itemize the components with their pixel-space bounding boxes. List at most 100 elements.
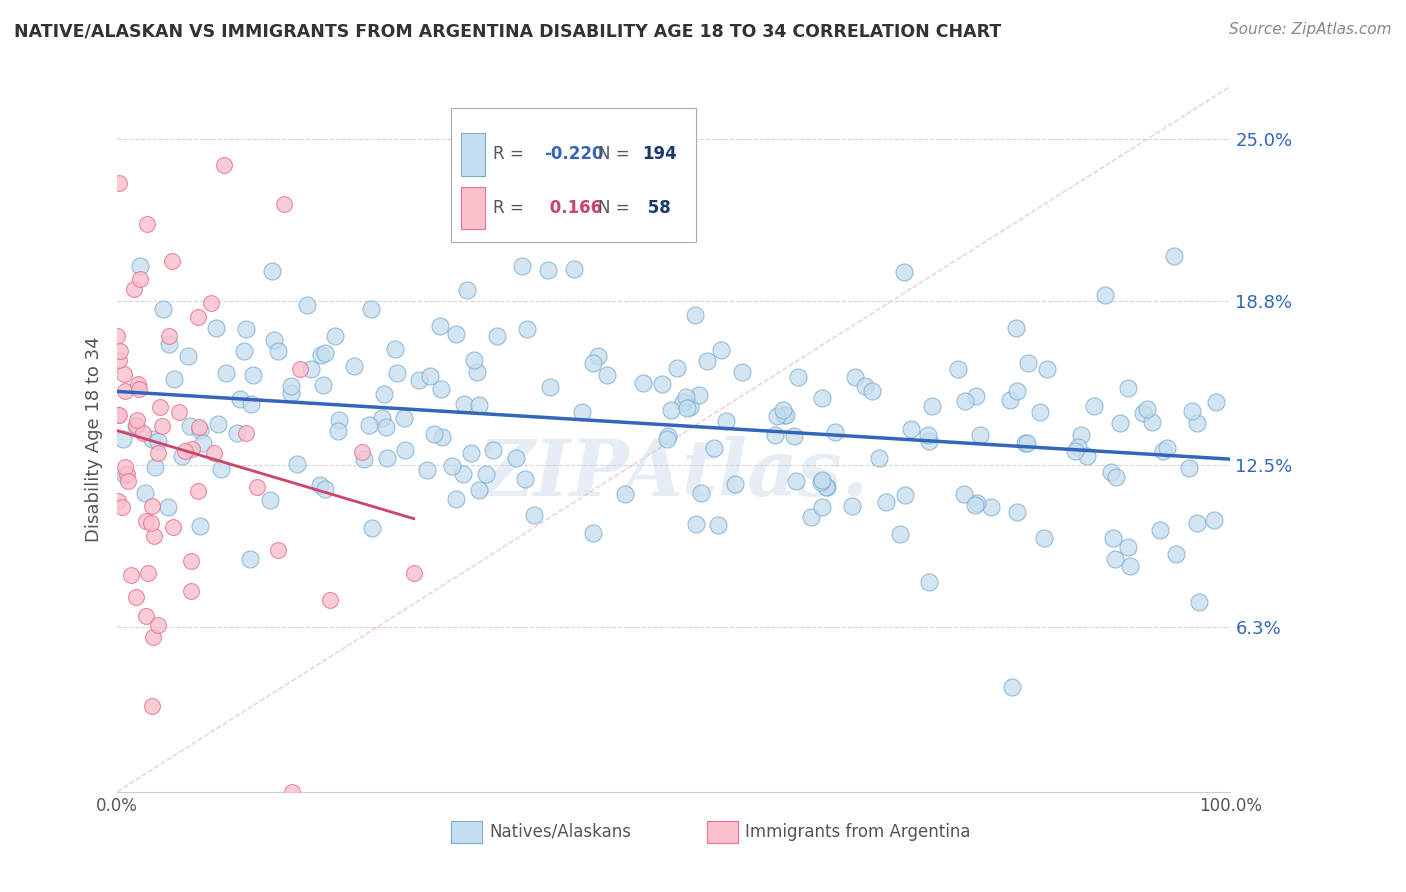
Point	[966, 496, 988, 510]
Point	[114, 468, 136, 483]
Point	[128, 271, 150, 285]
Point	[953, 487, 976, 501]
Point	[1108, 416, 1130, 430]
Point	[177, 349, 200, 363]
Point	[295, 298, 318, 312]
Point	[844, 370, 866, 384]
Point	[1188, 594, 1211, 608]
Point	[360, 302, 382, 317]
Point	[125, 412, 148, 426]
Point	[811, 500, 834, 514]
Point	[562, 262, 585, 277]
Point	[110, 344, 132, 359]
Point	[308, 478, 330, 492]
Point	[187, 310, 209, 325]
Point	[1001, 680, 1024, 694]
Point	[114, 384, 136, 398]
Point	[226, 426, 249, 441]
Point	[811, 473, 834, 487]
Point	[273, 197, 295, 211]
Point	[134, 485, 156, 500]
Point	[1177, 461, 1199, 475]
Point	[765, 409, 787, 423]
Point	[281, 785, 304, 799]
Point	[1156, 441, 1178, 455]
Point	[129, 259, 152, 273]
Point	[1163, 249, 1185, 263]
Point	[342, 359, 364, 374]
Point	[187, 420, 209, 434]
Point	[180, 553, 202, 567]
Point	[965, 389, 987, 403]
Point	[325, 329, 347, 343]
Point	[655, 432, 678, 446]
Point	[965, 498, 987, 512]
Point	[152, 301, 174, 316]
Point	[463, 352, 485, 367]
Point	[724, 477, 747, 491]
Point	[980, 500, 1002, 515]
Point	[124, 419, 146, 434]
Point	[429, 318, 451, 333]
Point	[868, 450, 890, 465]
Point	[1015, 436, 1038, 450]
Point	[114, 460, 136, 475]
Point	[860, 384, 883, 398]
Point	[173, 444, 195, 458]
Point	[267, 542, 290, 557]
Text: Source: ZipAtlas.com: Source: ZipAtlas.com	[1229, 22, 1392, 37]
Point	[328, 412, 350, 426]
Point	[763, 427, 786, 442]
Point	[1136, 401, 1159, 416]
Point	[444, 327, 467, 342]
Point	[170, 449, 193, 463]
Point	[1067, 440, 1090, 454]
Point	[468, 398, 491, 412]
Point	[631, 376, 654, 390]
Text: N =: N =	[598, 199, 630, 217]
Point	[675, 391, 697, 405]
Point	[112, 432, 135, 446]
Point	[785, 474, 807, 488]
Text: 0.166: 0.166	[544, 199, 602, 217]
Point	[875, 495, 897, 509]
Point	[815, 480, 838, 494]
Point	[1204, 512, 1226, 526]
Point	[314, 346, 336, 360]
Point	[665, 361, 688, 376]
Point	[141, 699, 163, 714]
Point	[125, 591, 148, 605]
Point	[516, 322, 538, 336]
Point	[387, 367, 409, 381]
Point	[456, 283, 478, 297]
Point	[775, 408, 797, 422]
Point	[1140, 416, 1163, 430]
Point	[419, 369, 441, 384]
Point	[235, 425, 257, 440]
Text: Natives/Alaskans: Natives/Alaskans	[489, 822, 631, 841]
Y-axis label: Disability Age 18 to 34: Disability Age 18 to 34	[86, 336, 103, 541]
Point	[917, 428, 939, 442]
Point	[142, 630, 165, 644]
Point	[416, 462, 439, 476]
Point	[657, 429, 679, 443]
Point	[384, 342, 406, 356]
Point	[1118, 558, 1140, 573]
Point	[242, 368, 264, 382]
Point	[352, 444, 374, 458]
Point	[162, 519, 184, 533]
Text: R =: R =	[494, 199, 523, 217]
Point	[402, 566, 425, 580]
Point	[921, 399, 943, 413]
Point	[969, 428, 991, 442]
Point	[672, 394, 695, 409]
Point	[465, 365, 488, 379]
Point	[1104, 551, 1126, 566]
Point	[1014, 435, 1036, 450]
Point	[1149, 523, 1171, 537]
Point	[145, 460, 167, 475]
Point	[148, 446, 170, 460]
Point	[108, 176, 131, 190]
Point	[468, 483, 491, 498]
Point	[613, 487, 636, 501]
